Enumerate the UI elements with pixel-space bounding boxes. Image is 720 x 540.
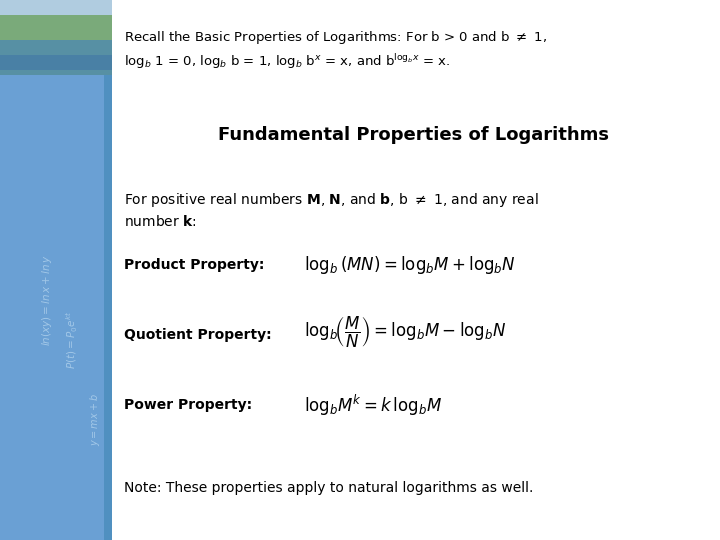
Bar bbox=[0, 21, 112, 22]
Bar bbox=[0, 1, 112, 2]
Bar bbox=[0, 8, 112, 9]
Bar bbox=[0, 55, 112, 70]
Text: Quotient Property:: Quotient Property: bbox=[124, 328, 271, 342]
Bar bbox=[0, 28, 112, 29]
Bar bbox=[0, 0, 112, 540]
Bar bbox=[0, 27, 112, 28]
Text: $\mathit{P(t) = P_0 e^{kt}}$: $\mathit{P(t) = P_0 e^{kt}}$ bbox=[65, 310, 80, 369]
Bar bbox=[0, 26, 112, 27]
Text: number $\mathbf{k}$:: number $\mathbf{k}$: bbox=[124, 214, 197, 230]
Bar bbox=[0, 24, 112, 25]
Text: $\mathrm{log}_b M^k = k\,\mathrm{log}_b M$: $\mathrm{log}_b M^k = k\,\mathrm{log}_b … bbox=[304, 393, 442, 417]
Text: Product Property:: Product Property: bbox=[124, 258, 264, 272]
Bar bbox=[0, 3, 112, 4]
Bar bbox=[0, 5, 112, 6]
Bar bbox=[0, 6, 112, 8]
Text: $\mathit{y = mx + b}$: $\mathit{y = mx + b}$ bbox=[88, 394, 102, 447]
Text: $\mathit{ln(xy) = ln\,x + ln\,y}$: $\mathit{ln(xy) = ln\,x + ln\,y}$ bbox=[40, 254, 54, 346]
Text: For positive real numbers $\mathbf{M}$, $\mathbf{N}$, and $\mathbf{b}$, b $\neq$: For positive real numbers $\mathbf{M}$, … bbox=[124, 191, 538, 209]
Bar bbox=[0, 19, 112, 21]
Bar bbox=[0, 0, 112, 1]
Bar bbox=[0, 15, 112, 40]
Bar bbox=[0, 0, 112, 15]
Text: log$_b$ 1 = 0, log$_b$ b = 1, log$_b$ b$^x$ = x, and b$^{\mathrm{log}_b x}$ = x.: log$_b$ 1 = 0, log$_b$ b = 1, log$_b$ b$… bbox=[124, 52, 450, 71]
Text: Power Property:: Power Property: bbox=[124, 398, 252, 412]
Text: $\mathrm{log}_b\,(MN) = \mathrm{log}_b M + \mathrm{log}_b N$: $\mathrm{log}_b\,(MN) = \mathrm{log}_b M… bbox=[304, 254, 516, 276]
Bar bbox=[0, 16, 112, 17]
Text: $\mathrm{log}_b\!\left(\dfrac{M}{N}\right) = \mathrm{log}_b M - \mathrm{log}_b N: $\mathrm{log}_b\!\left(\dfrac{M}{N}\righ… bbox=[304, 314, 506, 349]
Bar bbox=[0, 11, 112, 12]
Bar bbox=[0, 6, 112, 7]
Bar bbox=[0, 14, 112, 15]
Bar bbox=[0, 9, 112, 10]
Text: Recall the Basic Properties of Logarithms: For b > 0 and b $\neq$ 1,: Recall the Basic Properties of Logarithm… bbox=[124, 30, 546, 46]
Bar bbox=[0, 10, 112, 11]
Text: Fundamental Properties of Logarithms: Fundamental Properties of Logarithms bbox=[218, 126, 610, 144]
Bar bbox=[0, 2, 112, 3]
Bar bbox=[0, 4, 112, 5]
Bar bbox=[0, 75, 112, 540]
Bar bbox=[104, 75, 112, 540]
Bar bbox=[0, 30, 112, 75]
Bar bbox=[0, 29, 112, 30]
Text: Note: These properties apply to natural logarithms as well.: Note: These properties apply to natural … bbox=[124, 481, 533, 495]
Bar bbox=[0, 20, 112, 21]
Bar bbox=[0, 23, 112, 24]
Bar bbox=[0, 22, 112, 23]
Bar bbox=[0, 17, 112, 18]
Bar bbox=[0, 40, 112, 75]
Bar bbox=[0, 18, 112, 19]
Bar bbox=[0, 15, 112, 16]
Bar bbox=[0, 25, 112, 26]
Bar bbox=[0, 12, 112, 13]
Bar bbox=[0, 13, 112, 14]
